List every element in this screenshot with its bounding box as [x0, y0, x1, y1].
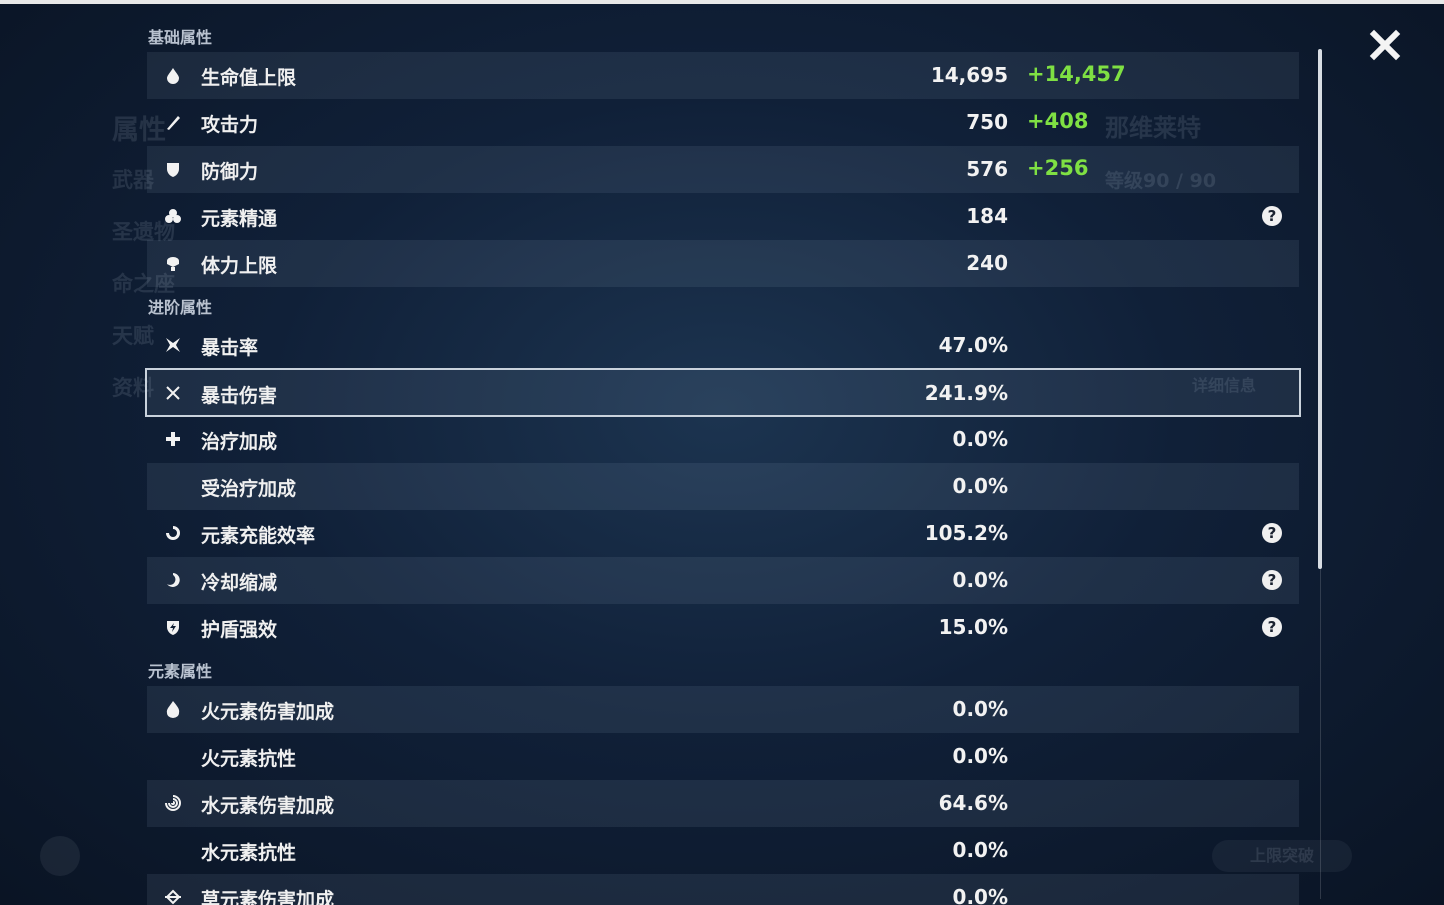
stat-icon — [165, 795, 181, 811]
ascend-button: 上限突破 — [1212, 840, 1352, 872]
details-button: 详细信息 — [1192, 376, 1257, 395]
help-button[interactable]: ? — [1262, 617, 1282, 637]
stat-row[interactable]: 冷却缩减 0.0%? — [147, 557, 1299, 604]
stat-label: 生命值上限 — [201, 67, 297, 89]
stat-value: 14,695 — [930, 63, 1008, 87]
menu-icon — [40, 836, 80, 876]
side-menu-item: 圣遗物 — [112, 220, 175, 244]
stat-row[interactable]: 体力上限 240 — [147, 240, 1299, 287]
stat-icon — [166, 338, 180, 352]
stat-icon — [165, 889, 181, 905]
stat-label: 水元素抗性 — [201, 842, 297, 864]
stat-row[interactable]: 火元素抗性 0.0% — [147, 733, 1299, 780]
scrollbar[interactable] — [1318, 49, 1322, 569]
stat-icon — [167, 163, 179, 177]
stat-label: 防御力 — [201, 161, 259, 183]
section-title: 基础属性 — [148, 28, 213, 47]
stat-value: 0.0% — [952, 885, 1008, 905]
side-menu-item: 武器 — [112, 168, 154, 192]
help-button[interactable]: ? — [1262, 523, 1282, 543]
side-menu-item: 命之座 — [112, 272, 175, 296]
help-button[interactable]: ? — [1262, 206, 1282, 226]
stat-icon — [166, 526, 180, 540]
character-name: 那维莱特 — [1105, 114, 1201, 142]
stat-row[interactable]: 生命值上限 14,695 +14,457 — [147, 52, 1299, 99]
close-button[interactable] — [1360, 22, 1410, 68]
stat-row[interactable]: 攻击力 750 +408 — [147, 99, 1299, 146]
stat-bonus: +14,457 — [1027, 62, 1126, 86]
stat-row[interactable]: 元素精通 184? — [147, 193, 1299, 240]
scroll-track — [1320, 569, 1321, 899]
stat-icon — [166, 386, 180, 400]
stat-row[interactable]: 火元素伤害加成 0.0% — [147, 686, 1299, 733]
side-menu-item: 天赋 — [112, 324, 154, 348]
stat-label: 护盾强效 — [201, 619, 278, 641]
stat-row[interactable]: 暴击率 47.0% — [147, 322, 1299, 369]
stat-value: 64.6% — [938, 791, 1008, 815]
stat-label: 火元素抗性 — [201, 748, 297, 770]
stat-value: 15.0% — [938, 615, 1008, 639]
stat-label: 元素精通 — [201, 208, 278, 230]
stat-value: 47.0% — [938, 333, 1008, 357]
help-button[interactable]: ? — [1262, 570, 1282, 590]
stat-row[interactable]: 防御力 576 +256 — [147, 146, 1299, 193]
stat-icon — [166, 432, 180, 446]
stat-icon — [167, 257, 179, 271]
stat-value: 0.0% — [952, 697, 1008, 721]
stat-label: 火元素伤害加成 — [201, 701, 335, 723]
side-menu-item: 属性 — [112, 115, 166, 146]
stat-row[interactable]: 治疗加成 0.0% — [147, 416, 1299, 463]
stat-value: 184 — [966, 204, 1008, 228]
stat-label: 水元素伤害加成 — [201, 795, 335, 817]
stat-label: 冷却缩减 — [201, 572, 278, 594]
stat-row[interactable]: 受治疗加成 0.0% — [147, 463, 1299, 510]
stat-label: 草元素伤害加成 — [201, 889, 335, 905]
stat-icon — [167, 116, 180, 130]
stat-value: 105.2% — [924, 521, 1008, 545]
stat-icon — [167, 68, 179, 84]
stat-icon — [167, 573, 180, 587]
stat-row[interactable]: 水元素抗性 0.0% — [147, 827, 1299, 874]
stat-row[interactable]: 护盾强效 15.0%? — [147, 604, 1299, 651]
stat-icon — [166, 701, 180, 718]
stat-value: 0.0% — [952, 568, 1008, 592]
stat-label: 体力上限 — [201, 255, 278, 277]
section-title: 进阶属性 — [148, 298, 213, 317]
stat-label: 攻击力 — [201, 114, 259, 136]
stat-row[interactable]: 水元素伤害加成 64.6% — [147, 780, 1299, 827]
stat-label: 治疗加成 — [201, 431, 278, 453]
stat-bonus: +408 — [1027, 109, 1089, 133]
section-title: 元素属性 — [148, 662, 213, 681]
stat-row[interactable]: 元素充能效率 105.2%? — [147, 510, 1299, 557]
stat-value: 750 — [966, 110, 1008, 134]
character-level: 等级90 / 90 — [1105, 170, 1217, 192]
stat-icon — [167, 621, 179, 635]
side-menu-item: 资料 — [112, 376, 154, 400]
stat-value: 241.9% — [924, 381, 1008, 405]
stat-label: 受治疗加成 — [201, 478, 297, 500]
stat-row[interactable]: 暴击伤害 241.9% — [145, 368, 1301, 417]
stat-value: 576 — [966, 157, 1008, 181]
stat-label: 元素充能效率 — [201, 525, 316, 547]
stat-value: 0.0% — [952, 744, 1008, 768]
stat-row[interactable]: 草元素伤害加成 0.0% — [147, 874, 1299, 905]
stat-value: 0.0% — [952, 427, 1008, 451]
stat-value: 0.0% — [952, 838, 1008, 862]
stat-label: 暴击率 — [201, 337, 259, 359]
stat-value: 0.0% — [952, 474, 1008, 498]
stat-label: 暴击伤害 — [201, 385, 278, 407]
stat-value: 240 — [966, 251, 1008, 275]
stat-icon — [165, 209, 181, 223]
stat-bonus: +256 — [1027, 156, 1089, 180]
